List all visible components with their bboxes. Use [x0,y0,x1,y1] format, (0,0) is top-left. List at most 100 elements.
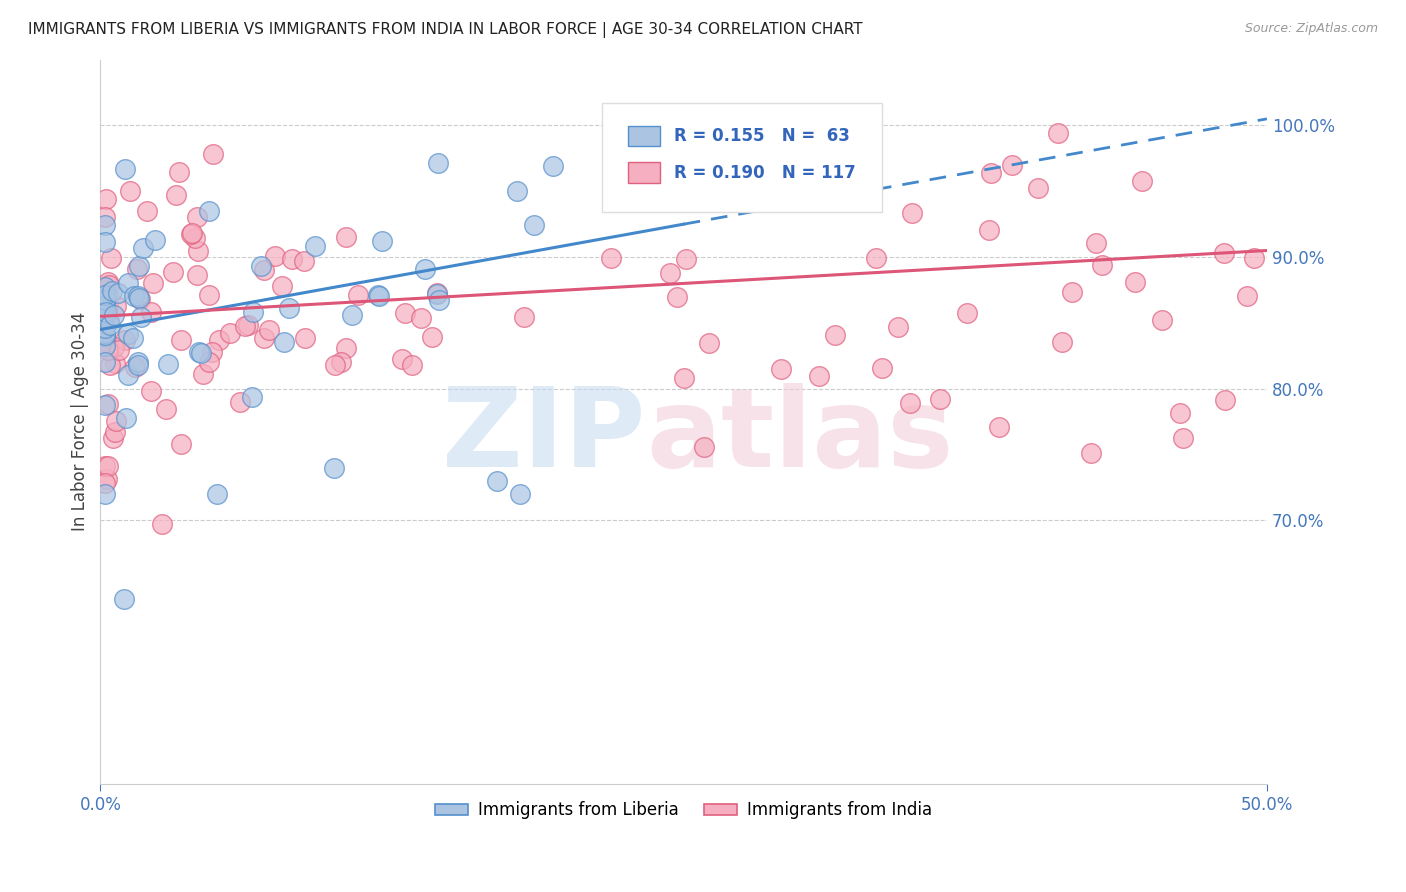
Point [257,323,280,337]
Point [104,356,127,370]
Point [420,329,443,343]
Point [104,414,127,428]
Point [94,283,117,297]
Point [693,440,716,454]
Point [391,351,413,366]
Point [128,260,150,274]
Point [1046,127,1069,141]
Point [1091,258,1114,272]
Point [264,249,287,263]
Text: ZIP: ZIP [441,383,645,490]
Point [367,287,389,301]
Point [238,318,260,332]
Point [600,252,623,266]
Point [121,331,143,345]
Point [139,384,162,398]
Point [143,233,166,247]
Point [97,343,120,357]
Point [513,310,536,325]
Point [117,276,139,290]
Point [253,263,276,277]
Point [250,259,273,273]
Point [371,234,394,248]
Point [157,357,180,371]
Point [170,437,193,451]
Point [977,223,1000,237]
Point [865,251,887,265]
Point [887,319,910,334]
Point [675,252,697,266]
Point [229,394,252,409]
Point [170,333,193,347]
Point [1213,246,1236,260]
Text: R = 0.190   N = 117: R = 0.190 N = 117 [675,163,856,182]
Point [198,355,221,369]
Point [1084,236,1107,251]
Point [190,346,212,360]
Point [101,285,124,299]
Point [673,371,696,385]
Point [129,292,152,306]
Point [808,369,831,384]
Point [162,264,184,278]
Point [117,327,139,342]
Point [180,227,202,241]
Point [330,354,353,368]
Point [281,252,304,267]
Point [956,305,979,319]
Point [427,155,450,169]
Point [347,288,370,302]
Point [1152,313,1174,327]
Point [94,305,117,319]
Point [980,166,1002,180]
Point [136,204,159,219]
Point [94,328,117,343]
Point [103,339,125,353]
Point [1026,181,1049,195]
Point [155,402,177,417]
Point [94,398,117,412]
Text: Source: ZipAtlas.com: Source: ZipAtlas.com [1244,22,1378,36]
Point [152,517,174,532]
Point [94,291,117,305]
Point [426,286,449,301]
Point [929,392,952,407]
Point [94,210,117,224]
Point [1123,275,1146,289]
Point [1062,285,1084,300]
Point [770,362,793,376]
Bar [627,127,661,146]
Point [987,420,1010,434]
Point [114,333,136,347]
Point [104,425,127,440]
Point [335,230,357,244]
Point [94,218,117,232]
Point [509,487,531,501]
Point [127,262,149,277]
Point [201,344,224,359]
Bar [627,162,661,183]
Point [132,241,155,255]
Point [120,184,142,198]
Point [97,299,120,313]
Point [96,287,118,301]
Point [427,293,450,308]
Point [271,279,294,293]
Point [1243,251,1265,265]
Point [242,304,264,318]
Point [94,296,117,310]
Point [543,159,565,173]
Point [107,285,129,300]
Point [872,360,894,375]
Point [1130,174,1153,188]
Point [94,328,117,343]
Point [340,309,363,323]
Point [96,472,118,486]
Point [96,193,118,207]
Point [94,338,117,352]
Point [94,235,117,250]
Point [197,204,219,219]
Point [322,460,344,475]
Point [124,360,146,375]
Point [901,206,924,220]
